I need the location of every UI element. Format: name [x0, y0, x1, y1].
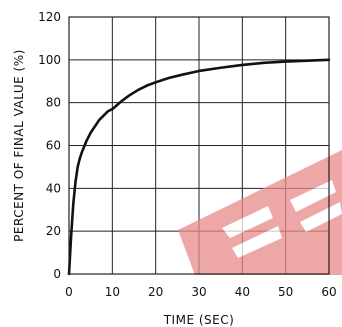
y-tick-label: 60: [46, 139, 61, 153]
y-tick-label: 100: [38, 53, 61, 67]
y-tick-label: 120: [38, 10, 61, 24]
y-tick-label: 0: [53, 267, 61, 281]
series-line-0: [67, 58, 331, 276]
series-layer: [67, 58, 331, 276]
x-axis-title: TIME (SEC): [163, 313, 235, 327]
y-tick-labels: 0 20 40 60 80 100 120: [38, 10, 61, 281]
x-tick-label: 60: [321, 285, 336, 299]
y-axis-title: PERCENT OF FINAL VALUE (%): [12, 49, 26, 242]
x-tick-label: 30: [191, 285, 206, 299]
x-tick-labels: 0 10 20 30 40 50 60: [65, 285, 336, 299]
logo-watermark: [178, 150, 342, 275]
x-tick-label: 20: [148, 285, 163, 299]
y-tick-label: 80: [46, 96, 61, 110]
x-tick-label: 10: [105, 285, 120, 299]
plot-frame: [68, 16, 330, 275]
x-tick-label: 50: [278, 285, 293, 299]
plot-border: [68, 16, 330, 275]
x-tick-label: 40: [235, 285, 250, 299]
x-tick-label: 0: [65, 285, 73, 299]
y-tick-label: 20: [46, 224, 61, 238]
y-tick-label: 40: [46, 181, 61, 195]
